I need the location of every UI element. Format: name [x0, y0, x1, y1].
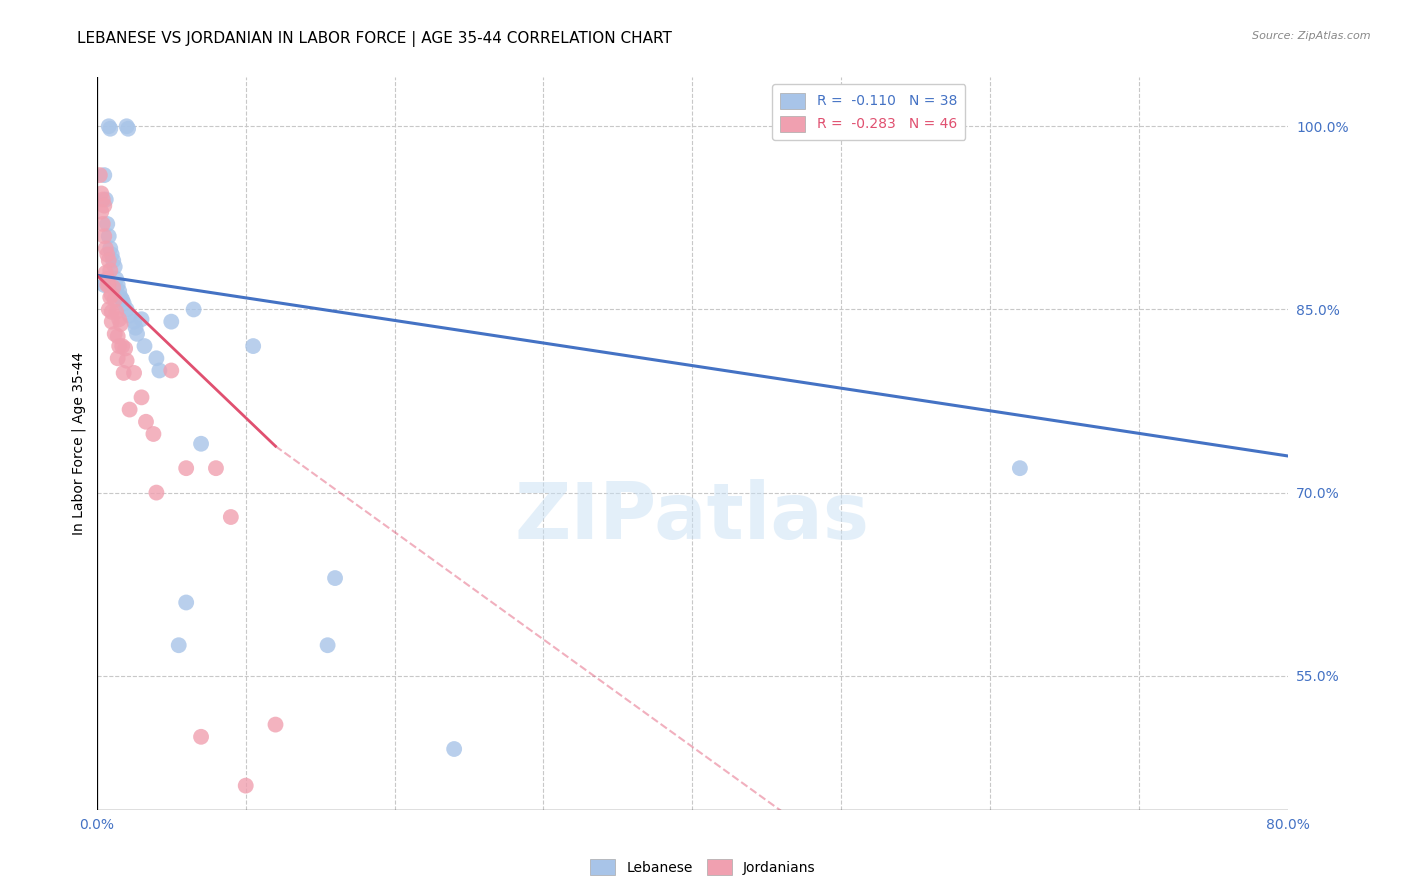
Point [112, 366, 135, 380]
Point [108, 284, 131, 298]
Point [114, 342, 136, 356]
Point [98, 241, 121, 255]
Point [98, 290, 121, 304]
Point [94, 241, 117, 255]
Point [94, 266, 117, 280]
Point [111, 293, 134, 307]
Text: Source: ZipAtlas.com: Source: ZipAtlas.com [1253, 31, 1371, 41]
Point [124, 320, 146, 334]
Point [105, 305, 128, 319]
Point [142, 427, 165, 442]
Point [118, 309, 141, 323]
Point [235, 779, 257, 793]
Point [110, 317, 132, 331]
Point [122, 366, 145, 380]
Point [103, 253, 125, 268]
Point [100, 247, 122, 261]
Point [91, 193, 114, 207]
Point [205, 461, 228, 475]
Point [107, 351, 129, 366]
Point [174, 595, 197, 609]
Point [323, 571, 346, 585]
Point [104, 260, 127, 274]
Point [93, 278, 115, 293]
Point [96, 272, 118, 286]
Point [108, 339, 131, 353]
Point [174, 461, 197, 475]
Point [145, 485, 167, 500]
Point [93, 199, 115, 213]
Point [90, 186, 112, 201]
Point [115, 302, 138, 317]
Point [111, 339, 134, 353]
Point [190, 730, 212, 744]
Point [145, 351, 167, 366]
Point [104, 293, 127, 307]
Point [107, 329, 129, 343]
Point [190, 436, 212, 450]
Point [264, 717, 287, 731]
Legend: R =  -0.110   N = 38, R =  -0.283   N = 46: R = -0.110 N = 38, R = -0.283 N = 46 [772, 85, 966, 140]
Point [125, 326, 148, 341]
Text: LEBANESE VS JORDANIAN IN LABOR FORCE | AGE 35-44 CORRELATION CHART: LEBANESE VS JORDANIAN IN LABOR FORCE | A… [77, 31, 672, 47]
Point [96, 278, 118, 293]
Point [122, 315, 145, 329]
Point [135, 415, 157, 429]
Point [89, 168, 111, 182]
Point [160, 315, 183, 329]
Point [91, 217, 114, 231]
Point [105, 272, 128, 286]
Point [316, 638, 339, 652]
Point [93, 168, 115, 182]
Point [96, 247, 118, 261]
Point [160, 363, 183, 377]
Point [167, 638, 190, 652]
Point [97, 302, 120, 317]
Point [242, 339, 264, 353]
Point [112, 296, 135, 310]
Point [115, 120, 138, 134]
Point [104, 326, 127, 341]
Point [131, 390, 153, 404]
Point [183, 302, 205, 317]
Point [108, 312, 131, 326]
Point [107, 278, 129, 293]
Point [96, 217, 118, 231]
Point [131, 312, 153, 326]
Point [94, 193, 117, 207]
Point [117, 121, 139, 136]
Point [97, 278, 120, 293]
Point [148, 363, 170, 377]
Point [219, 510, 242, 524]
Y-axis label: In Labor Force | Age 35-44: In Labor Force | Age 35-44 [72, 352, 86, 535]
Point [97, 120, 120, 134]
Point [90, 204, 112, 219]
Point [100, 305, 122, 319]
Point [98, 263, 121, 277]
Point [100, 315, 122, 329]
Point [1008, 461, 1031, 475]
Point [134, 339, 156, 353]
Point [97, 229, 120, 244]
Text: ZIPatlas: ZIPatlas [515, 479, 870, 555]
Point [443, 742, 465, 756]
Point [118, 402, 141, 417]
Legend: Lebanese, Jordanians: Lebanese, Jordanians [585, 854, 821, 880]
Point [98, 121, 121, 136]
Point [110, 290, 132, 304]
Point [115, 353, 138, 368]
Point [97, 253, 120, 268]
Point [100, 287, 122, 301]
Point [103, 280, 125, 294]
Point [93, 229, 115, 244]
